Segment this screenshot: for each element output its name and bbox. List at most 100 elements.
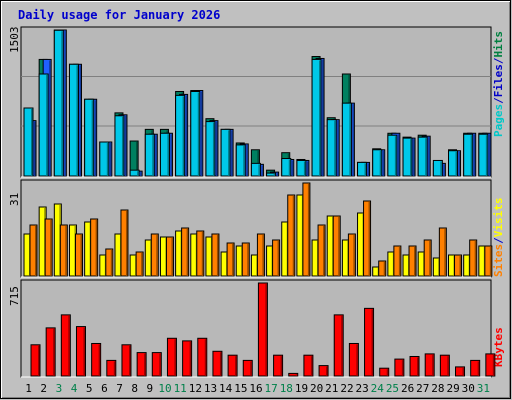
bar-shade xyxy=(144,353,146,376)
x-axis-labels: 1 2 3 4 5 6 7 8 9 10 11 12 13 14 15 16 17 18 19 20 21 22 23 24 2… xyxy=(25,382,490,395)
bar-sites-day-8 xyxy=(135,251,144,277)
x-tick-label: 2 xyxy=(40,382,47,395)
x-tick-label: 17 xyxy=(265,382,278,395)
bar-shade xyxy=(310,356,313,376)
bar-shade xyxy=(262,235,264,276)
bar-sites-day-16 xyxy=(256,233,265,277)
bar-sites-day-4 xyxy=(74,233,83,277)
x-tick-label: 9 xyxy=(147,382,154,395)
bar-sites-day-13 xyxy=(211,233,220,277)
bar-shade xyxy=(417,357,419,376)
bar-sites-day-3 xyxy=(59,224,68,277)
bar-kbytes-day-19 xyxy=(303,354,314,377)
x-tick-label: 7 xyxy=(116,382,123,395)
bar-kbytes-day-15 xyxy=(242,359,253,377)
bar-pages-day-10 xyxy=(159,132,170,177)
chart-title: Daily usage for January 2026 xyxy=(18,8,220,22)
legend-item: / xyxy=(492,97,505,104)
bar-shade xyxy=(280,356,283,376)
bar-shade xyxy=(364,163,367,176)
x-tick-label: 27 xyxy=(416,382,429,395)
bar-shade xyxy=(95,220,98,276)
bar-shade xyxy=(323,226,325,276)
x-tick-label: 8 xyxy=(131,382,138,395)
bar-pages-day-19 xyxy=(296,159,307,177)
bar-kbytes-day-4 xyxy=(75,326,86,377)
legend-item: Files xyxy=(492,64,505,97)
bar-shade xyxy=(159,353,161,376)
bar-shade xyxy=(53,328,55,376)
bar-shade xyxy=(394,136,397,176)
bar-shade xyxy=(61,31,63,177)
bar-shade xyxy=(371,309,374,376)
bar-shade xyxy=(152,135,154,176)
bar-shade xyxy=(306,161,309,176)
bar-shade xyxy=(246,144,248,176)
bar-shade xyxy=(288,159,291,176)
x-tick-label: 6 xyxy=(101,382,108,395)
bar-kbytes-day-7 xyxy=(121,344,132,377)
bar-shade xyxy=(200,91,203,176)
bar-shade xyxy=(76,65,78,176)
legend-sites-visits: Sites/Visits xyxy=(492,198,505,278)
x-tick-label: 25 xyxy=(386,382,399,395)
bar-shade xyxy=(492,354,495,376)
bar-kbytes-day-24 xyxy=(379,367,390,377)
bar-sites-day-21 xyxy=(332,215,341,277)
bar-shade xyxy=(292,196,295,276)
bar-kbytes-day-2 xyxy=(45,327,56,377)
bar-shade xyxy=(477,361,480,376)
bar-shade xyxy=(68,315,70,376)
bar-shade xyxy=(50,220,52,276)
bar-kbytes-day-6 xyxy=(106,359,117,377)
bar-shade xyxy=(474,241,477,276)
bar-shade xyxy=(356,344,358,376)
bar-sites-day-22 xyxy=(347,233,356,277)
bar-pages-day-8 xyxy=(129,169,140,177)
bar-shade xyxy=(295,374,298,376)
x-tick-label: 30 xyxy=(462,382,475,395)
bar-kbytes-day-21 xyxy=(333,314,344,377)
bar-shade xyxy=(337,120,339,176)
bar-pages-day-24 xyxy=(372,149,383,177)
bar-sites-day-6 xyxy=(105,248,114,277)
bar-shade xyxy=(235,356,237,376)
bar-kbytes-day-12 xyxy=(197,337,208,377)
bar-sites-day-29 xyxy=(454,254,463,277)
bar-shade xyxy=(485,135,488,176)
bar-shade xyxy=(83,327,85,376)
bar-shade xyxy=(215,121,218,176)
legend-pages-files-hits: Pages/Files/Hits xyxy=(492,31,505,137)
bar-shade xyxy=(352,104,354,176)
bar-shade xyxy=(447,356,449,376)
bar-sites-day-14 xyxy=(226,242,235,277)
x-tick-label: 13 xyxy=(204,382,217,395)
x-tick-label: 26 xyxy=(401,382,414,395)
bar-sites-day-2 xyxy=(44,218,53,277)
bar-shade xyxy=(353,235,355,276)
bar-sites-day-30 xyxy=(469,239,478,277)
bar-shade xyxy=(110,250,113,276)
legend-item: Sites xyxy=(492,244,505,277)
bar-pages-day-4 xyxy=(68,63,79,177)
bar-shade xyxy=(212,122,215,176)
bar-kbytes-day-18 xyxy=(288,372,299,377)
bar-shade xyxy=(440,161,442,176)
bar-shade xyxy=(386,369,389,376)
bar-pages-day-11 xyxy=(175,94,186,177)
bar-pages-day-18 xyxy=(281,158,292,177)
x-tick-label: 18 xyxy=(280,382,293,395)
bar-shade xyxy=(140,172,142,176)
bar-pages-day-12 xyxy=(190,90,201,177)
bar-shade xyxy=(367,163,370,176)
bar-shade xyxy=(432,354,434,376)
x-tick-label: 21 xyxy=(325,382,338,395)
bar-sites-day-12 xyxy=(196,230,205,277)
bar-shade xyxy=(443,164,445,176)
x-tick-label: 20 xyxy=(310,382,323,395)
bar-kbytes-day-11 xyxy=(182,340,193,377)
bar-kbytes-day-1 xyxy=(30,344,41,377)
x-tick-label: 16 xyxy=(249,382,262,395)
bar-pages-day-15 xyxy=(235,144,246,177)
